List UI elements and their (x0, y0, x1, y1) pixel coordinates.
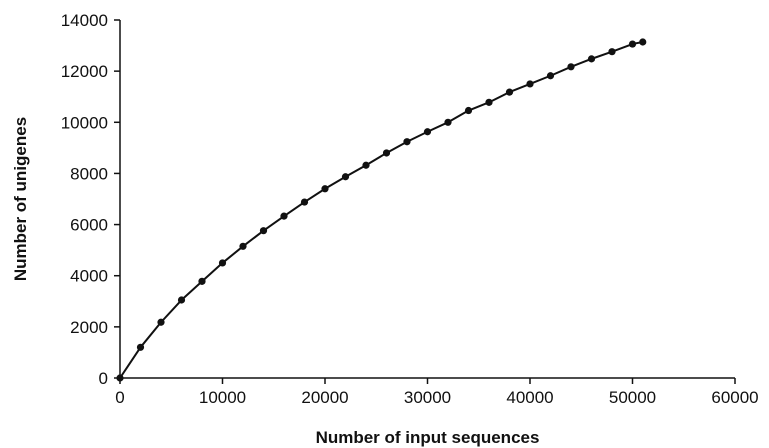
y-tick-label: 6000 (70, 216, 108, 235)
y-tick-label: 8000 (70, 164, 108, 183)
y-tick-label: 4000 (70, 267, 108, 286)
data-point (239, 242, 247, 250)
data-point (157, 318, 165, 326)
data-point (218, 259, 227, 267)
data-point (639, 38, 647, 46)
y-tick-label: 10000 (61, 113, 108, 132)
data-point (505, 88, 514, 96)
x-axis-title: Number of input sequences (316, 428, 540, 447)
data-point (546, 72, 555, 80)
x-ticks: 0 10000 20000 30000 40000 50000 60000 (115, 378, 759, 407)
axes (119, 20, 735, 379)
data-point (280, 212, 288, 220)
x-tick-label: 50000 (609, 388, 656, 407)
y-tick-label: 2000 (70, 318, 108, 337)
series-line (119, 41, 643, 379)
data-point (362, 161, 370, 169)
data-point (116, 374, 124, 382)
data-point (403, 138, 411, 146)
series-layer (116, 38, 647, 382)
x-tick-label: 20000 (301, 388, 348, 407)
x-tick-label: 40000 (506, 388, 553, 407)
y-tick-label: 12000 (61, 62, 108, 81)
data-point (423, 128, 432, 136)
data-point (485, 98, 493, 106)
x-tick-label: 10000 (199, 388, 246, 407)
data-point (382, 149, 391, 157)
data-point (198, 277, 206, 285)
x-tick-label: 30000 (404, 388, 451, 407)
x-tick-label: 60000 (711, 388, 758, 407)
data-point (321, 185, 329, 193)
data-point (608, 48, 616, 56)
data-point (300, 198, 309, 206)
x-tick-label: 0 (115, 388, 124, 407)
data-point (136, 343, 145, 351)
data-point (526, 80, 534, 88)
data-point (464, 106, 473, 115)
y-tick-label: 14000 (61, 11, 108, 30)
data-point (444, 118, 452, 126)
data-point (567, 63, 575, 71)
data-point (628, 40, 637, 48)
y-axis-title: Number of unigenes (11, 117, 30, 281)
data-points (116, 38, 647, 382)
data-point (259, 227, 268, 235)
y-tick-label: 0 (99, 369, 108, 388)
data-point (341, 173, 350, 181)
data-point (177, 296, 186, 304)
data-point (587, 55, 596, 63)
y-ticks: 0 2000 4000 6000 8000 10000 12000 14000 (61, 11, 120, 388)
